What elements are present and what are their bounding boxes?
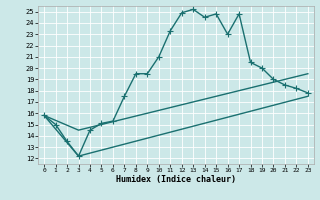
X-axis label: Humidex (Indice chaleur): Humidex (Indice chaleur): [116, 175, 236, 184]
